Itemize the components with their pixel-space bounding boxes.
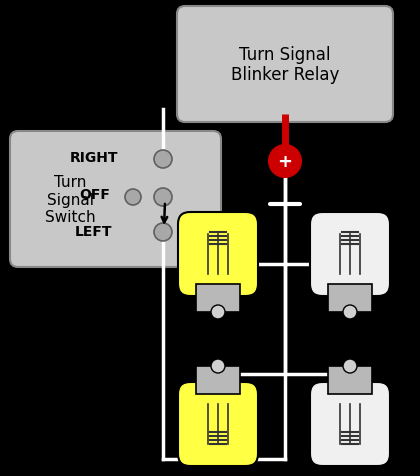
FancyBboxPatch shape <box>178 213 258 297</box>
Circle shape <box>154 188 172 207</box>
Text: Turn Signal
Blinker Relay: Turn Signal Blinker Relay <box>231 46 339 84</box>
Text: +: + <box>278 153 292 170</box>
FancyBboxPatch shape <box>310 213 390 297</box>
Text: Turn
Signal
Switch: Turn Signal Switch <box>45 175 96 224</box>
Text: RIGHT: RIGHT <box>69 151 118 165</box>
Circle shape <box>125 189 141 206</box>
FancyBboxPatch shape <box>178 382 258 466</box>
Circle shape <box>343 306 357 319</box>
Bar <box>196 284 240 312</box>
FancyBboxPatch shape <box>10 132 221 268</box>
Circle shape <box>269 146 301 178</box>
Text: OFF: OFF <box>79 188 110 201</box>
Text: LEFT: LEFT <box>74 225 112 238</box>
FancyBboxPatch shape <box>310 382 390 466</box>
Bar <box>328 366 372 394</box>
Circle shape <box>343 359 357 373</box>
Bar <box>196 366 240 394</box>
FancyBboxPatch shape <box>177 7 393 123</box>
Bar <box>328 284 372 312</box>
Circle shape <box>211 306 225 319</box>
Circle shape <box>154 151 172 169</box>
Circle shape <box>154 224 172 241</box>
Circle shape <box>211 359 225 373</box>
